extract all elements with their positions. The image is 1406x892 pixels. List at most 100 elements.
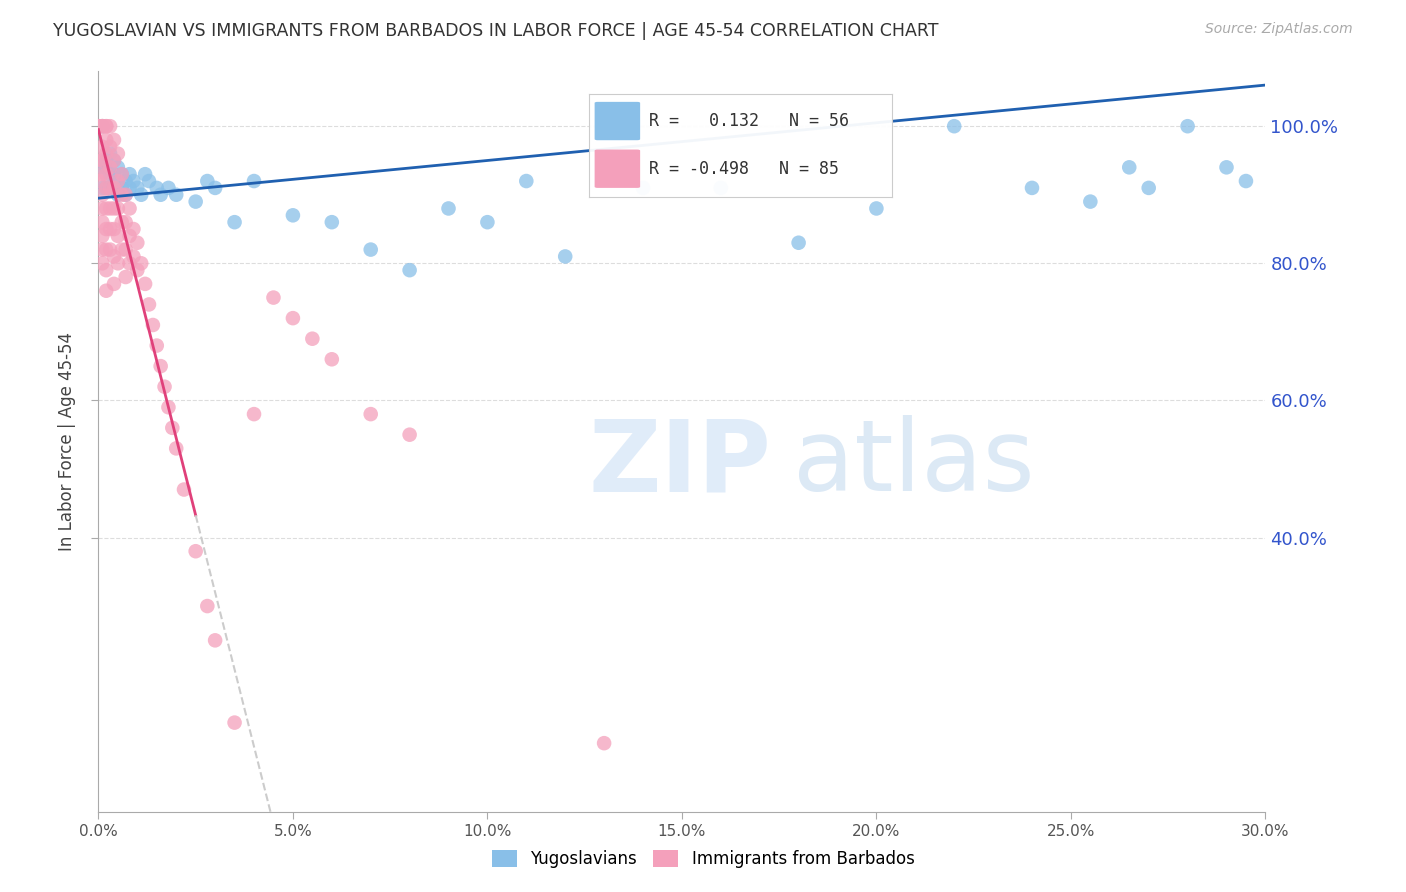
Point <box>87 174 110 188</box>
Point <box>204 181 226 195</box>
Point <box>103 250 125 264</box>
Point <box>103 133 125 147</box>
Point <box>129 256 152 270</box>
Point <box>554 250 576 264</box>
Point <box>1234 174 1257 188</box>
Point <box>134 277 156 291</box>
Point <box>107 174 129 188</box>
Point <box>515 174 537 188</box>
Point <box>114 174 136 188</box>
Point <box>114 187 136 202</box>
Point <box>142 318 165 332</box>
Point <box>262 291 284 305</box>
Point <box>98 222 121 236</box>
Point <box>184 194 207 209</box>
Point <box>1137 181 1160 195</box>
Point <box>107 146 129 161</box>
Point <box>129 187 152 202</box>
Point <box>96 119 118 133</box>
Point <box>87 119 110 133</box>
Point <box>1021 181 1043 195</box>
Point <box>243 174 266 188</box>
Point <box>107 202 129 216</box>
Point <box>96 284 118 298</box>
Point <box>1215 161 1237 175</box>
Point <box>162 421 184 435</box>
Point <box>1118 161 1140 175</box>
Point <box>107 174 129 188</box>
Text: atlas: atlas <box>793 416 1035 512</box>
Point <box>98 161 121 175</box>
Point <box>91 119 114 133</box>
Text: YUGOSLAVIAN VS IMMIGRANTS FROM BARBADOS IN LABOR FORCE | AGE 45-54 CORRELATION C: YUGOSLAVIAN VS IMMIGRANTS FROM BARBADOS … <box>53 22 939 40</box>
Point <box>146 181 169 195</box>
Point <box>173 483 195 497</box>
Point <box>91 119 114 133</box>
Point <box>96 181 118 195</box>
Point <box>107 228 129 243</box>
Point <box>103 181 125 195</box>
Point <box>224 715 246 730</box>
Point <box>321 352 343 367</box>
Point <box>103 222 125 236</box>
Point <box>114 187 136 202</box>
Point <box>165 187 187 202</box>
Point <box>149 359 172 373</box>
Point <box>98 140 121 154</box>
Point <box>149 187 172 202</box>
Point <box>91 181 114 195</box>
Point <box>437 202 460 216</box>
Point <box>593 736 616 750</box>
Point <box>96 181 118 195</box>
Point <box>111 243 134 257</box>
Point <box>118 228 141 243</box>
Point <box>118 181 141 195</box>
Point <box>398 263 420 277</box>
Point <box>477 215 499 229</box>
Point <box>127 235 149 250</box>
Point <box>122 222 145 236</box>
Point <box>96 161 118 175</box>
Point <box>122 174 145 188</box>
Point <box>943 119 966 133</box>
Point <box>91 215 114 229</box>
Point <box>107 161 129 175</box>
Point <box>98 181 121 195</box>
Point <box>114 270 136 285</box>
Point <box>321 215 343 229</box>
Point <box>96 263 118 277</box>
Point <box>87 119 110 133</box>
Point <box>96 222 118 236</box>
Point <box>91 187 114 202</box>
Point <box>98 146 121 161</box>
Point <box>111 187 134 202</box>
Point <box>865 202 887 216</box>
Legend: Yugoslavians, Immigrants from Barbados: Yugoslavians, Immigrants from Barbados <box>485 843 921 875</box>
Point <box>138 297 160 311</box>
Y-axis label: In Labor Force | Age 45-54: In Labor Force | Age 45-54 <box>58 332 76 551</box>
Point <box>91 228 114 243</box>
Point <box>184 544 207 558</box>
Point <box>301 332 323 346</box>
Point <box>114 243 136 257</box>
Point <box>157 401 180 415</box>
Point <box>281 311 304 326</box>
Point <box>157 181 180 195</box>
Point <box>91 256 114 270</box>
Point <box>96 167 118 181</box>
Point <box>91 153 114 168</box>
Point <box>111 167 134 181</box>
Point <box>1080 194 1102 209</box>
Point <box>224 215 246 229</box>
Point <box>127 263 149 277</box>
Point <box>165 442 187 456</box>
Point <box>1177 119 1199 133</box>
Point <box>98 167 121 181</box>
Point <box>204 633 226 648</box>
Point <box>91 202 114 216</box>
Point <box>91 167 114 181</box>
Point <box>96 119 118 133</box>
Point <box>103 153 125 168</box>
Point <box>146 338 169 352</box>
Point <box>91 140 114 154</box>
